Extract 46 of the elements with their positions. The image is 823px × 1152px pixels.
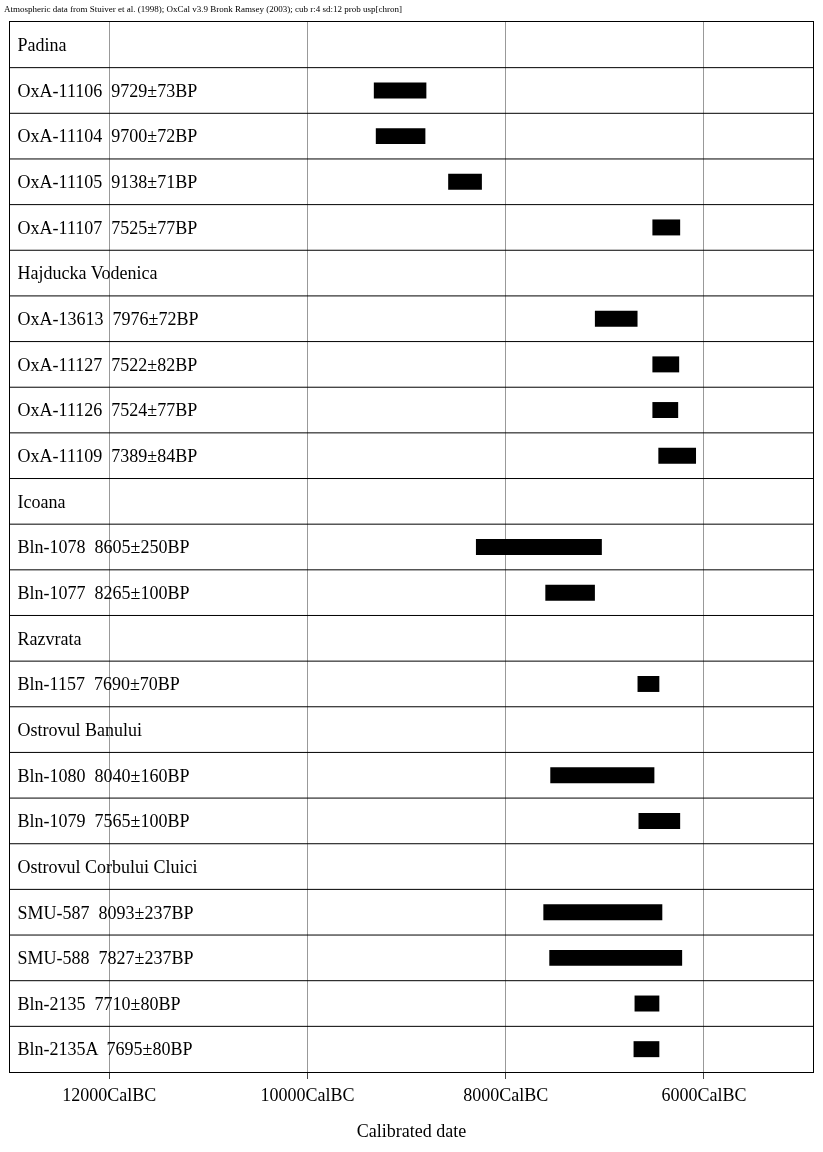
y-tick-label: Padina	[17, 35, 67, 56]
y-tick-label: Ostrovul Corbului Cluici	[17, 856, 198, 877]
y-tick-label: Bln-1079 7565±100BP	[17, 811, 190, 832]
y-tick-label: Razvrata	[17, 628, 82, 649]
bar	[550, 767, 655, 784]
bar	[545, 584, 595, 601]
bar	[633, 1041, 660, 1058]
bar	[375, 128, 426, 145]
y-tick-label: OxA-11105 9138±71BP	[17, 172, 198, 193]
y-tick-label: Bln-1080 8040±160BP	[17, 765, 190, 786]
bar	[373, 82, 427, 99]
bar	[637, 675, 660, 692]
y-tick-label: Bln-1077 8265±100BP	[17, 582, 190, 603]
bar	[475, 539, 602, 555]
y-tick-label: Bln-1078 8605±250BP	[17, 537, 190, 558]
y-tick-label: Bln-2135 7710±80BP	[17, 993, 181, 1014]
bar	[638, 812, 681, 829]
y-tick-label: SMU-587 8093±237BP	[17, 902, 194, 923]
y-tick-label: OxA-13613 7976±72BP	[17, 309, 199, 330]
y-tick-label: OxA-11107 7525±77BP	[17, 217, 198, 238]
y-tick-label: OxA-11104 9700±72BP	[17, 126, 198, 147]
y-tick-label: Icoana	[17, 491, 66, 512]
bar	[549, 949, 683, 966]
bar	[652, 402, 679, 419]
y-tick-label: Hajducka Vodenica	[17, 263, 158, 284]
y-tick-label: SMU-588 7827±237BP	[17, 948, 194, 969]
x-tick-label: 10000CalBC	[260, 1084, 355, 1105]
bar	[594, 310, 638, 327]
bar	[658, 447, 697, 464]
x-tick-label: 12000CalBC	[62, 1084, 157, 1105]
x-tick-label: 6000CalBC	[661, 1084, 747, 1105]
y-tick-label: OxA-11126 7524±77BP	[17, 400, 198, 421]
bar	[448, 173, 482, 190]
y-tick-label: OxA-11106 9729±73BP	[17, 80, 198, 101]
y-tick-label: OxA-11109 7389±84BP	[17, 446, 198, 466]
y-tick-label: Ostrovul Banului	[17, 719, 143, 740]
chart-title: Atmospheric data from Stuiver et al. (1998); OxCal v3.9 Bronk Ramsey (2003); cub r:4 sd:12 prob usp[chron]	[4, 4, 403, 15]
bar	[652, 356, 680, 373]
y-tick-label: Bln-1157 7690±70BP	[17, 674, 180, 695]
bar	[634, 995, 660, 1012]
bar	[543, 904, 663, 921]
y-tick-label: Bln-2135A 7695±80BP	[17, 1039, 193, 1060]
y-tick-label: OxA-11127 7522±82BP	[17, 354, 198, 375]
x-tick-label: 8000CalBC	[463, 1084, 549, 1105]
bar	[652, 219, 681, 236]
x-axis-title: Calibrated date	[356, 1120, 467, 1141]
